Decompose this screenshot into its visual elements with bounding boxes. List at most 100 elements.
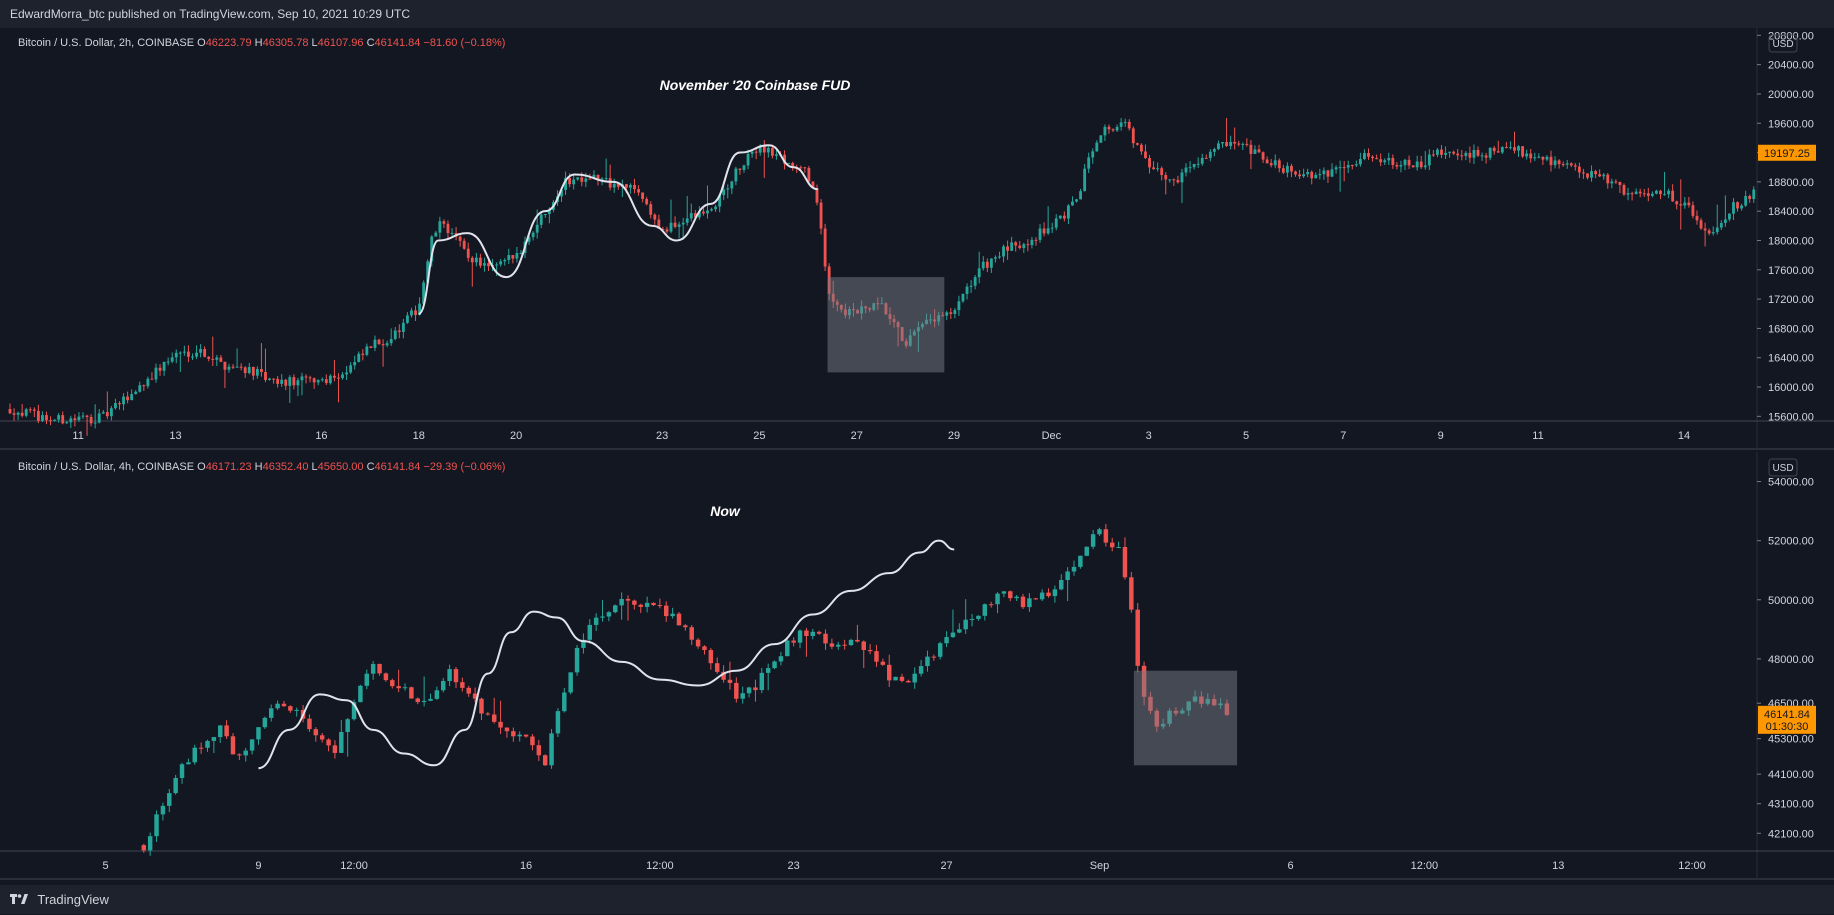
price-tick-label: 17200.00	[1768, 294, 1814, 306]
candle-up	[351, 702, 357, 720]
candle-down	[1513, 147, 1516, 151]
candle-up	[235, 366, 239, 368]
candle-up	[1052, 589, 1058, 597]
time-tick-label: 16	[520, 860, 532, 872]
price-tick-label: 42100.00	[1768, 828, 1814, 840]
currency-badge[interactable]	[1768, 34, 1798, 53]
candle-down	[198, 747, 204, 749]
candle-down	[1614, 181, 1618, 183]
candle-up	[604, 178, 608, 180]
candle-down	[304, 376, 308, 378]
candle-down	[1367, 153, 1370, 157]
candle-down	[337, 377, 340, 379]
time-tick-label: 12:00	[646, 860, 674, 872]
candle-up	[965, 286, 969, 294]
candle-up	[1655, 190, 1658, 194]
candle-down	[1131, 128, 1135, 144]
candle-up	[600, 616, 605, 618]
time-tick-label: 27	[851, 430, 863, 442]
candle-up	[370, 663, 376, 674]
candle-up	[937, 643, 943, 657]
candle-up	[173, 777, 178, 794]
candle-down	[390, 680, 395, 687]
candle-down	[313, 729, 319, 736]
legend-low-value: 45650.00	[318, 461, 367, 473]
candle-down	[1687, 202, 1691, 206]
last-price-label: 46141.84	[1764, 709, 1810, 721]
candle-up	[1436, 149, 1439, 155]
chart-background	[0, 28, 1834, 885]
currency-label: USD	[1772, 463, 1793, 474]
candle-up	[1054, 218, 1058, 228]
candle-up	[848, 639, 854, 646]
chart-legend: Bitcoin / U.S. Dollar, 4h, COINBASE O461…	[18, 461, 505, 473]
candle-up	[182, 351, 186, 353]
candle-up	[1533, 157, 1537, 159]
candle-down	[1679, 204, 1683, 206]
candle-down	[276, 378, 280, 384]
candle-down	[1484, 155, 1488, 158]
candle-down	[237, 754, 242, 756]
candle-up	[560, 189, 563, 197]
candle-down	[73, 418, 77, 421]
candle-down	[466, 248, 470, 258]
candle-down	[1504, 147, 1508, 149]
currency-badge[interactable]	[1768, 458, 1798, 477]
candle-down	[288, 706, 293, 711]
candle-up	[742, 165, 746, 170]
candle-up	[1423, 165, 1427, 168]
candle-up	[619, 598, 624, 606]
candle-down	[409, 687, 414, 699]
candle-down	[1107, 126, 1111, 130]
candle-down	[1129, 577, 1134, 610]
candle-down	[230, 736, 236, 755]
time-tick-label: 5	[1243, 430, 1249, 442]
candle-up	[681, 222, 685, 225]
candle-down	[633, 184, 636, 190]
candle-up	[422, 282, 426, 304]
candle-up	[969, 285, 973, 287]
candle-up	[912, 673, 917, 683]
price-tick-label: 15600.00	[1768, 411, 1814, 423]
candle-down	[588, 178, 592, 180]
candle-down	[536, 745, 542, 756]
time-tick-label: 12:00	[1678, 860, 1706, 872]
candle-up	[1719, 222, 1723, 228]
last-price-label: 19197.25	[1764, 148, 1810, 160]
candle-down	[803, 167, 807, 169]
candle-up	[1059, 580, 1064, 590]
tradingview-footer: TradingView	[0, 885, 1834, 914]
candle-up	[1723, 219, 1727, 223]
candle-up	[1663, 194, 1666, 196]
candle-down	[1456, 153, 1460, 156]
candle-up	[101, 412, 105, 414]
candle-up	[973, 277, 977, 286]
candle-down	[12, 413, 16, 415]
candle-down	[1176, 179, 1180, 183]
time-tick-label: 11	[72, 430, 83, 442]
chart-annotation: November '20 Coinbase FUD	[660, 77, 851, 93]
trend-curve	[417, 144, 818, 315]
candle-down	[1269, 163, 1273, 166]
candle-up	[1079, 191, 1083, 200]
candle-down	[1026, 244, 1030, 246]
candle-down	[264, 371, 267, 380]
legend-open-value: 46171.23	[206, 461, 255, 473]
candle-down	[1598, 174, 1602, 177]
candle-up	[836, 644, 841, 647]
candle-down	[28, 409, 32, 411]
candle-up	[730, 181, 734, 189]
candle-up	[434, 690, 440, 699]
candle-down	[823, 633, 828, 644]
candle-down	[791, 163, 795, 167]
candle-up	[1363, 153, 1366, 159]
candle-down	[479, 698, 484, 714]
candle-up	[1500, 147, 1504, 153]
candle-up	[97, 413, 101, 423]
candle-up	[1565, 163, 1569, 165]
candle-up	[154, 814, 159, 837]
candle-up	[328, 375, 332, 384]
candle-up	[564, 177, 567, 190]
candle-down	[1152, 167, 1155, 170]
legend-high-value: 46352.40	[263, 461, 312, 473]
